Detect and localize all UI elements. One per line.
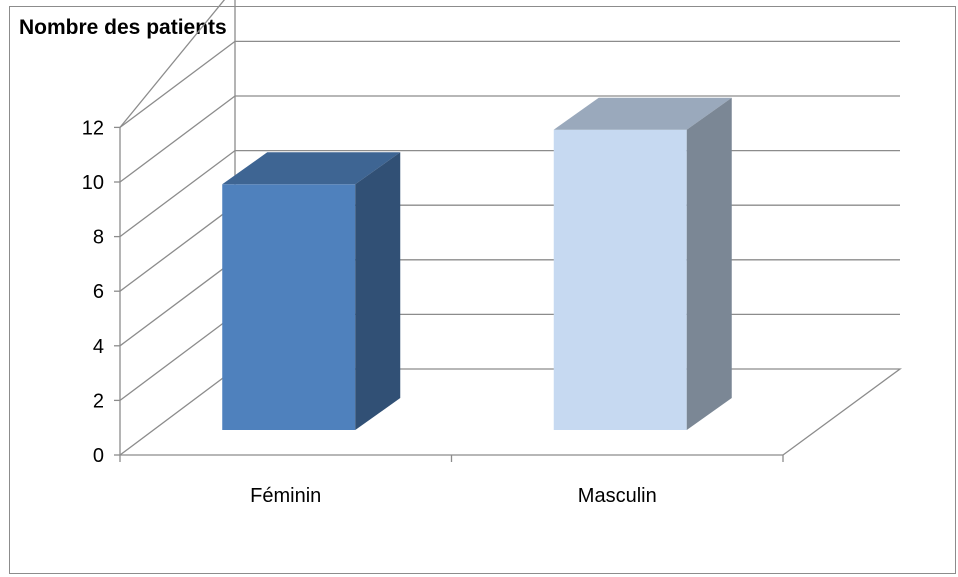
bar-top (222, 152, 401, 185)
gridline-side (119, 150, 236, 238)
gridline-side (119, 0, 226, 128)
y-tick-label: 8 (93, 227, 104, 249)
bar-side (686, 97, 732, 430)
y-tick-label: 4 (93, 336, 104, 358)
y-tick-label: 2 (93, 390, 104, 412)
x-category-label: Masculin (578, 485, 657, 507)
y-tick-label: 0 (93, 445, 104, 467)
gridline-side (119, 313, 236, 401)
chart-title: Nombre des patients (19, 16, 227, 39)
bar-front (222, 184, 356, 430)
y-tick-label: 6 (93, 281, 104, 303)
bar-0 (222, 152, 401, 431)
gridline-side (119, 40, 236, 128)
bar-top (553, 97, 732, 130)
y-tick-label: 12 (82, 117, 104, 139)
gridline-side (119, 204, 236, 292)
bar-front (553, 129, 687, 430)
labels: 0 2 4 6 8 10 12 Féminin Masculin (82, 117, 657, 507)
bars (222, 97, 732, 431)
bar-1 (553, 97, 732, 430)
y-tick-label: 10 (82, 172, 104, 194)
gridline-side (119, 259, 236, 347)
chart-frame (9, 6, 956, 574)
x-category-label: Féminin (250, 485, 321, 507)
bar-side (355, 152, 401, 431)
gridline-side (119, 95, 236, 183)
